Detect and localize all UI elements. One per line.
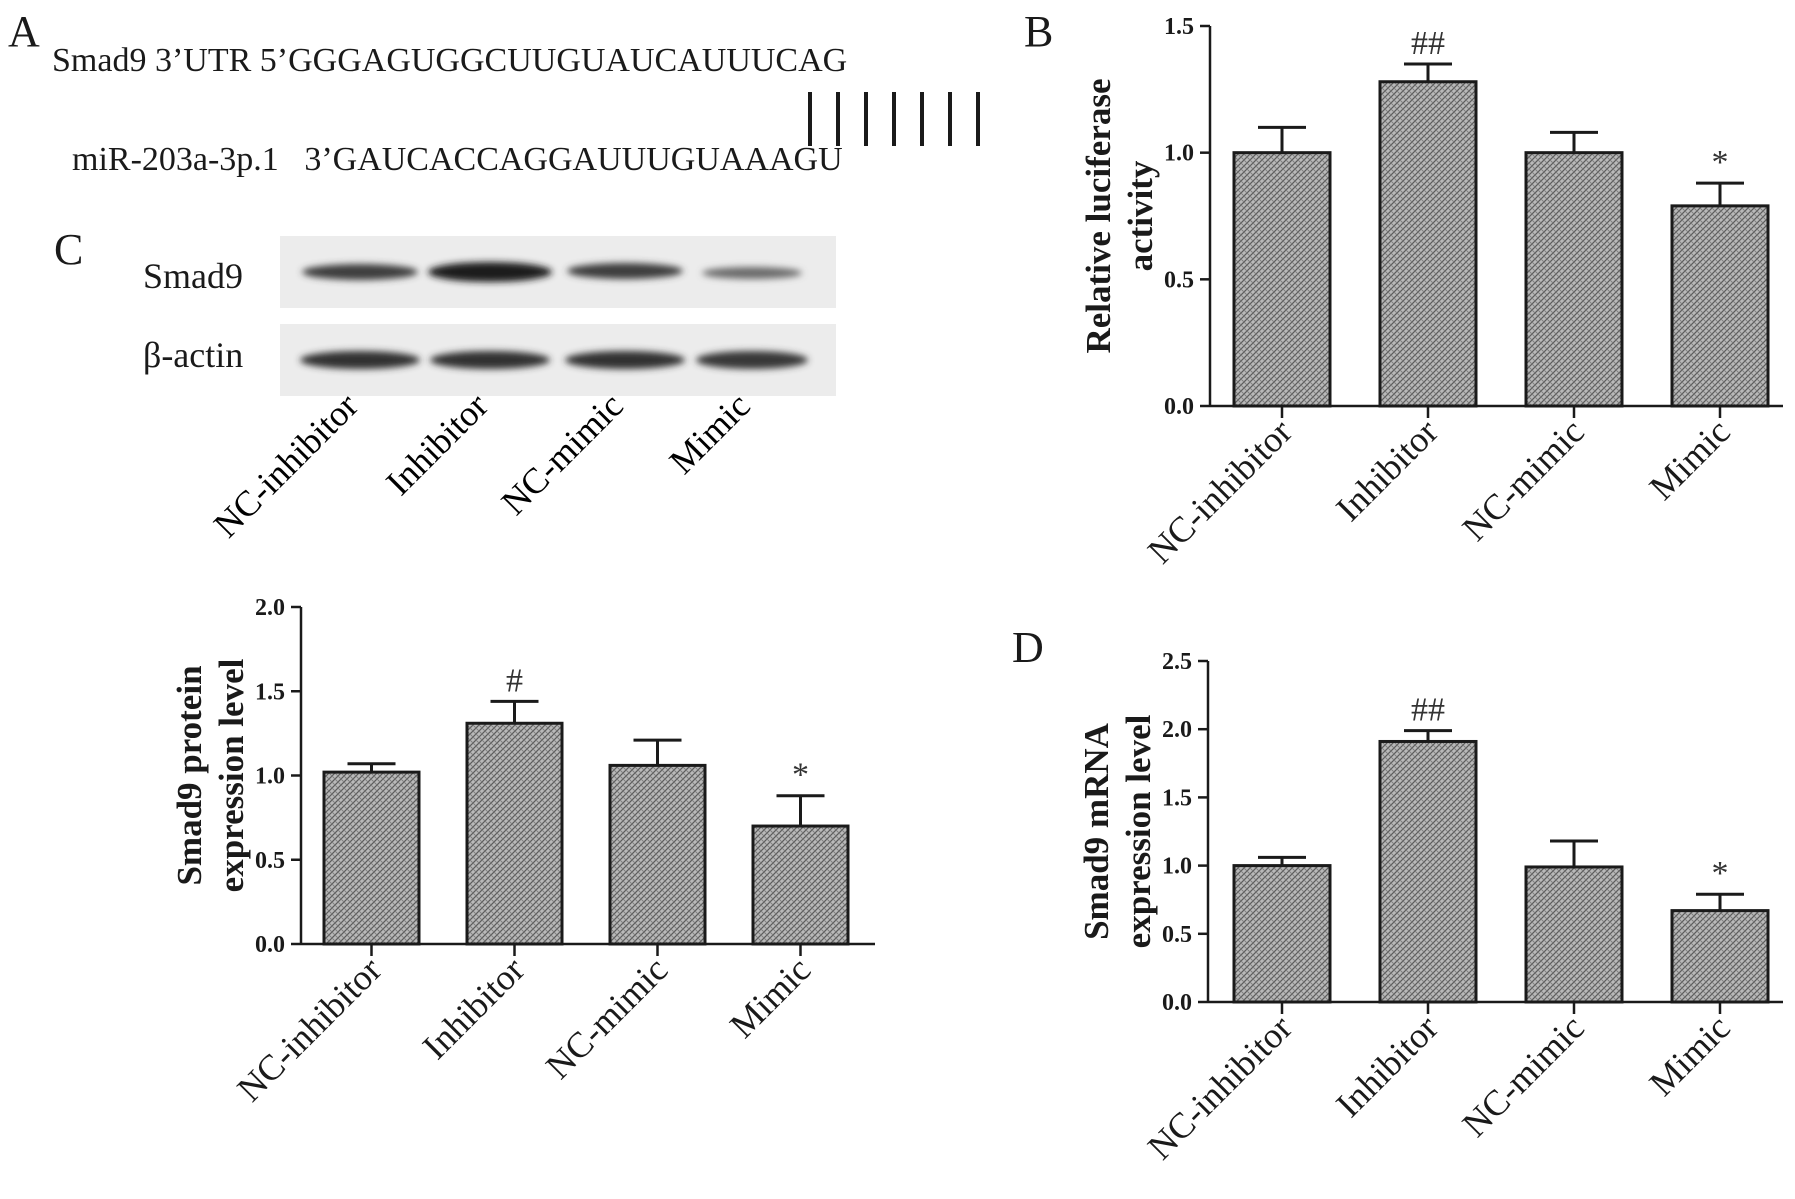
y-tick-label: 2.0	[255, 595, 285, 621]
band-smad9-inhibitor	[428, 262, 552, 282]
y-tick-label: 1.0	[1164, 141, 1194, 167]
western-blot	[280, 236, 836, 396]
significance-label: *	[792, 757, 809, 794]
y-axis-title: activity	[1121, 160, 1160, 271]
panel-c-letter: C	[54, 225, 84, 274]
band-smad9-mimic	[702, 267, 802, 279]
y-tick-label: 0.5	[1164, 267, 1194, 293]
mirna-label: miR-203a-3p.1	[72, 141, 279, 178]
blot-lane-label: NC-mimic	[493, 390, 630, 523]
blot-lane-label: NC-inhibitor	[206, 390, 366, 545]
panel-a-letter: A	[8, 7, 40, 56]
x-tick-label: Inhibitor	[1328, 1007, 1445, 1124]
y-tick-label: 0.0	[255, 932, 285, 958]
mirna-sequence-row: miR-203a-3p.1 3’GAUCACCAGGAUUUGUAAAGU	[72, 143, 843, 177]
y-tick-label: 1.5	[255, 679, 285, 705]
x-tick-label: Inhibitor	[415, 949, 532, 1066]
x-tick-label: Mimic	[722, 949, 818, 1045]
band-smad9-nc-mimic	[567, 263, 683, 279]
significance-label: *	[1712, 144, 1729, 181]
y-tick-label: 1.5	[1162, 785, 1192, 811]
blot-lane-label: Mimic	[661, 390, 757, 482]
y-tick-label: 1.0	[255, 764, 285, 790]
y-tick-label: 2.0	[1162, 717, 1192, 743]
target-sequence-row: Smad9 3’UTR 5’GGGAGUGGCUUGUAUCAUUUCAG	[52, 44, 847, 78]
y-axis-title: expression level	[212, 658, 251, 892]
band-actin-nc-inhibitor	[300, 351, 420, 369]
y-tick-label: 0.0	[1164, 394, 1194, 420]
y-tick-label: 0.0	[1162, 990, 1192, 1016]
chart-mrna-expression: 0.0 0.5 1.0 1.5 2.0 2.5 Smad9 mRNA expression l…	[1077, 649, 1783, 1167]
bar-nc-mimic	[1524, 865, 1624, 1004]
bar-nc-mimic	[1524, 151, 1624, 408]
blot-lane-labels: NC-inhibitor Inhibitor NC-mimic Mimic	[206, 390, 758, 545]
target-sequence: 5’GGGAGUGGCUUGUAUCAUUUCAG	[259, 42, 848, 79]
bar-mimic	[1670, 204, 1770, 408]
y-tick-label: 0.5	[1162, 922, 1192, 948]
x-tick-label: NC-inhibitor	[229, 949, 389, 1109]
blot-row-label-actin: β-actin	[143, 335, 244, 375]
base-pairing-lines	[808, 92, 980, 146]
bar-inhibitor	[465, 721, 564, 946]
y-tick-label: 0.5	[255, 848, 285, 874]
band-actin-inhibitor	[430, 351, 550, 369]
bar-mimic	[1670, 909, 1770, 1004]
x-tick-label: Mimic	[1641, 1007, 1737, 1103]
target-label: Smad9 3’UTR	[52, 42, 252, 79]
bar-nc-mimic	[608, 763, 707, 946]
x-tick-label: NC-inhibitor	[1140, 1007, 1300, 1167]
x-tick-label: Inhibitor	[1328, 411, 1445, 528]
chart-luciferase: 0.0 0.5 1.0 1.5 Relative luciferase activity N…	[1079, 14, 1783, 571]
y-tick-label: 1.5	[1164, 14, 1194, 40]
x-tick-label: NC-mimic	[538, 949, 675, 1086]
x-tick-label: NC-mimic	[1454, 1007, 1591, 1144]
x-tick-label: NC-mimic	[1454, 411, 1591, 548]
panel-d-letter: D	[1012, 623, 1044, 672]
y-tick-label: 1.0	[1162, 854, 1192, 880]
blot-lane-label: Inhibitor	[378, 390, 495, 503]
y-axis-title: expression level	[1119, 714, 1158, 948]
chart-protein-expression: 0.0 0.5 1.0 1.5 2.0 Smad9 protein expression l…	[170, 595, 875, 1109]
significance-label: *	[1712, 855, 1729, 892]
x-tick-label: NC-inhibitor	[1140, 411, 1300, 571]
blot-row-label-smad9: Smad9	[143, 256, 244, 296]
mirna-sequence: 3’GAUCACCAGGAUUUGUAAAGU	[304, 141, 843, 178]
bar-nc-inhibitor	[322, 770, 421, 946]
band-actin-mimic	[696, 351, 808, 369]
bar-mimic	[751, 824, 850, 946]
significance-label: ##	[1411, 692, 1445, 729]
y-axis-title: Relative luciferase	[1079, 78, 1118, 353]
significance-label: ##	[1411, 25, 1445, 62]
bar-inhibitor	[1378, 739, 1478, 1004]
bar-inhibitor	[1378, 80, 1478, 408]
y-tick-label: 2.5	[1162, 649, 1192, 675]
significance-label: #	[506, 662, 523, 699]
bar-nc-inhibitor	[1232, 151, 1332, 408]
band-actin-nc-mimic	[565, 351, 685, 369]
bar-nc-inhibitor	[1232, 864, 1332, 1004]
band-smad9-nc-inhibitor	[302, 264, 418, 280]
y-axis-title: Smad9 mRNA	[1077, 722, 1116, 940]
x-tick-label: Mimic	[1641, 411, 1737, 507]
y-axis-title: Smad9 protein	[170, 665, 209, 885]
panel-b-letter: B	[1024, 7, 1054, 56]
